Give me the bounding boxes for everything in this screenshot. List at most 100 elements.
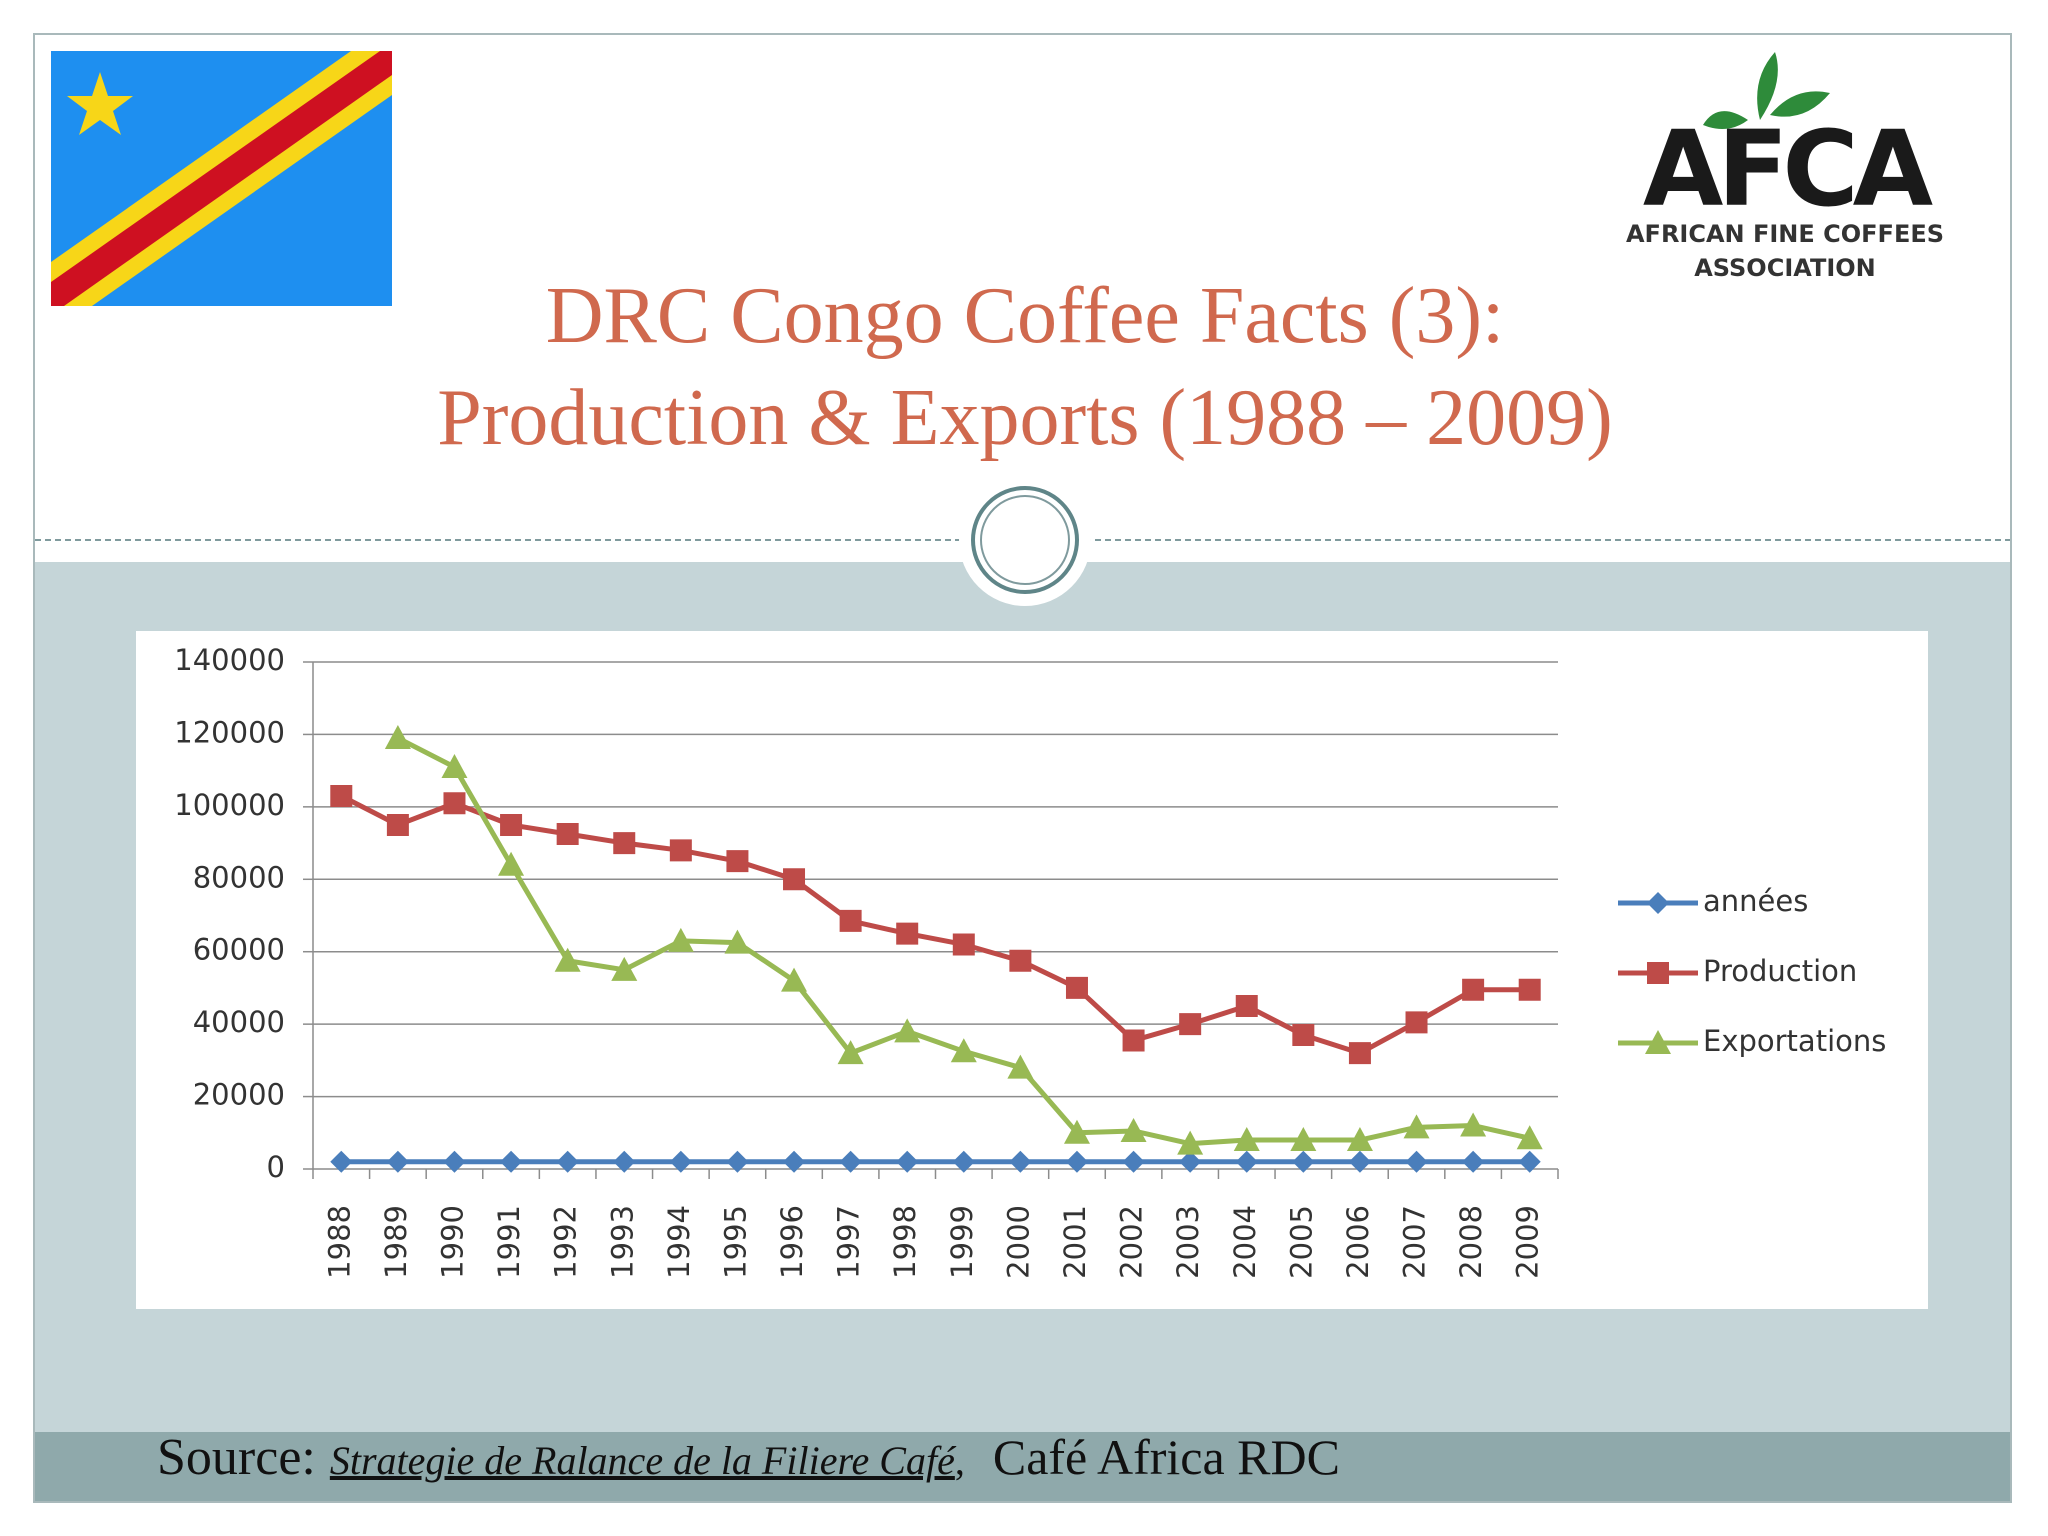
marker — [1405, 1150, 1428, 1173]
x-tick-label: 1994 — [662, 1205, 696, 1279]
marker — [1292, 1024, 1315, 1047]
marker — [500, 1150, 523, 1173]
marker — [611, 956, 638, 981]
marker — [1065, 976, 1088, 999]
marker — [556, 1150, 579, 1173]
x-tick-label: 1999 — [945, 1205, 979, 1279]
marker — [952, 1150, 975, 1173]
legend-label: années — [1703, 884, 1808, 918]
marker — [783, 1150, 806, 1173]
source-publisher: Café Africa RDC — [993, 1429, 1340, 1485]
marker — [1403, 1114, 1430, 1139]
marker — [1292, 1150, 1315, 1173]
marker — [613, 1150, 636, 1173]
source-title: Strategie de Ralance de la Filiere Café — [330, 1438, 957, 1483]
marker — [1462, 978, 1485, 1001]
x-tick-label: 1988 — [322, 1205, 356, 1279]
marker — [726, 850, 749, 873]
y-tick-label: 140000 — [174, 643, 285, 677]
marker — [952, 933, 975, 956]
legend-label: Production — [1703, 954, 1857, 988]
y-tick-label: 0 — [267, 1150, 285, 1184]
divider-ring — [971, 486, 1079, 594]
marker — [726, 1150, 749, 1173]
chart-area — [136, 631, 1928, 1309]
y-tick-label: 120000 — [174, 715, 285, 749]
marker — [894, 1018, 921, 1043]
marker — [783, 868, 806, 891]
marker — [669, 839, 692, 862]
marker — [1065, 1150, 1088, 1173]
marker — [386, 813, 409, 836]
marker — [1235, 1150, 1258, 1173]
marker — [441, 754, 468, 779]
x-tick-label: 2005 — [1284, 1205, 1318, 1279]
marker — [443, 1150, 466, 1173]
marker — [1235, 995, 1258, 1018]
marker — [1009, 949, 1032, 972]
marker — [896, 1150, 919, 1173]
marker — [384, 725, 411, 750]
marker — [1179, 1150, 1202, 1173]
marker — [781, 967, 808, 992]
marker — [1179, 1013, 1202, 1036]
marker — [1009, 1150, 1032, 1173]
series-line — [340, 793, 1530, 1056]
marker — [1647, 892, 1669, 914]
marker — [1518, 1150, 1541, 1173]
title-line: DRC Congo Coffee Facts (3): — [546, 272, 1504, 360]
logo: AFCA AFRICAN FINE COFFEES ASSOCIATION — [1626, 52, 1944, 282]
marker — [1233, 1127, 1260, 1152]
divider-ring — [980, 495, 1070, 585]
marker — [1348, 1042, 1371, 1065]
marker — [498, 851, 525, 876]
marker — [667, 927, 694, 952]
marker — [1177, 1130, 1204, 1155]
marker — [1122, 1029, 1145, 1052]
marker — [1462, 1150, 1485, 1173]
marker — [839, 909, 862, 932]
x-tick-label: 2000 — [1001, 1205, 1035, 1279]
x-tick-label: 1992 — [549, 1205, 583, 1279]
source: Source: Strategie de Ralance de la Filier… — [157, 1429, 1340, 1486]
footer-band — [35, 1432, 2010, 1501]
legend-label: Exportations — [1703, 1024, 1886, 1058]
marker — [669, 1150, 692, 1173]
marker — [1518, 978, 1541, 1001]
divider-badge — [959, 474, 1091, 606]
y-tick-label: 40000 — [193, 1005, 285, 1039]
marker — [1647, 962, 1669, 984]
source-label: Source: — [157, 1429, 316, 1486]
marker — [724, 929, 751, 954]
x-tick-label: 2006 — [1341, 1205, 1375, 1279]
marker — [443, 792, 466, 815]
marker — [556, 823, 579, 846]
marker — [613, 832, 636, 855]
x-tick-label: 2003 — [1171, 1205, 1205, 1279]
x-tick-label: 1991 — [492, 1205, 526, 1279]
x-tick-label: 2009 — [1511, 1205, 1545, 1279]
marker — [839, 1150, 862, 1173]
x-tick-label: 1997 — [832, 1205, 866, 1279]
x-tick-label: 1989 — [379, 1205, 413, 1279]
marker — [1122, 1150, 1145, 1173]
marker — [1290, 1127, 1317, 1152]
x-tick-label: 1990 — [435, 1205, 469, 1279]
marker — [1516, 1125, 1543, 1150]
marker — [1645, 1030, 1671, 1054]
x-tick-label: 2001 — [1058, 1205, 1092, 1279]
marker — [1348, 1150, 1371, 1173]
source-separator: , — [955, 1438, 965, 1483]
x-tick-label: 2007 — [1398, 1205, 1432, 1279]
logo-mark: AFCA — [1643, 108, 1933, 230]
marker — [330, 784, 353, 807]
marker — [1346, 1127, 1373, 1152]
x-tick-label: 2004 — [1228, 1205, 1262, 1279]
x-tick-label: 1998 — [888, 1205, 922, 1279]
x-tick-label: 1995 — [718, 1205, 752, 1279]
marker — [500, 813, 523, 836]
marker — [1007, 1054, 1034, 1079]
x-tick-label: 2008 — [1454, 1205, 1488, 1279]
